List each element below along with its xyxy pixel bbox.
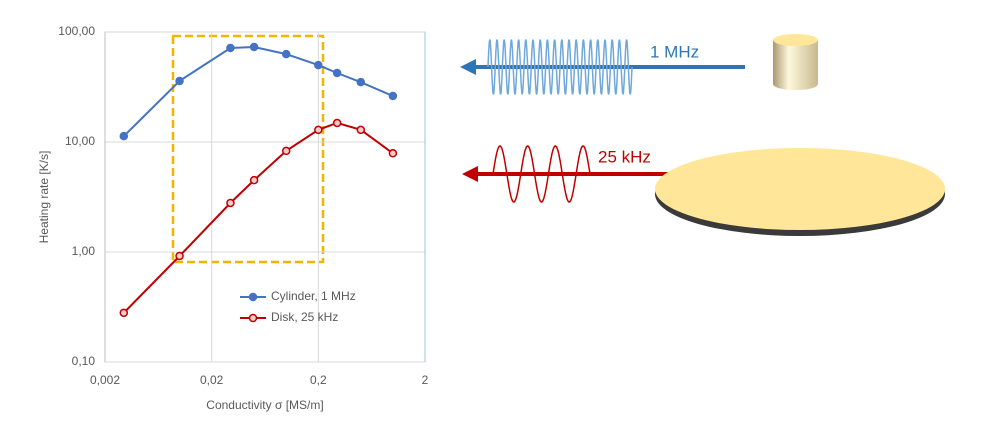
point xyxy=(281,49,291,59)
legend-marker xyxy=(248,313,258,323)
annotation: 1 MHz xyxy=(650,42,699,61)
point xyxy=(119,131,129,141)
point xyxy=(119,308,129,318)
y-tick-label: 100,00 xyxy=(58,24,95,38)
series-line xyxy=(123,121,394,314)
arrow-head xyxy=(462,166,478,182)
point xyxy=(226,43,235,53)
x-axis-label: Conductivity σ [MS/m] xyxy=(206,398,323,412)
x-tick-label: 0,002 xyxy=(90,373,120,387)
highlight-box xyxy=(171,34,325,264)
legend-label: Cylinder, 1 MHz xyxy=(271,289,356,303)
point xyxy=(388,149,398,158)
point xyxy=(226,198,235,208)
x-tick-label: 0,2 xyxy=(310,373,327,387)
point xyxy=(356,125,366,135)
point xyxy=(332,68,342,78)
x-tick-label: 2 xyxy=(422,373,429,387)
point xyxy=(249,42,259,52)
point xyxy=(314,125,323,135)
plot-frame xyxy=(104,31,426,363)
y-tick-label: 0,10 xyxy=(72,354,96,368)
point xyxy=(175,76,184,86)
series-line xyxy=(123,45,394,137)
point xyxy=(249,175,259,185)
arrow-head xyxy=(460,59,476,75)
y-axis-label: Heating rate [K/s] xyxy=(37,151,51,244)
point xyxy=(356,77,366,87)
wave xyxy=(492,145,591,203)
point xyxy=(332,118,342,128)
legend-marker xyxy=(248,292,258,302)
legend-label: Disk, 25 kHz xyxy=(271,310,338,324)
point xyxy=(388,91,398,101)
point xyxy=(281,146,291,156)
cylinder xyxy=(773,40,818,91)
x-tick-label: 0,02 xyxy=(200,373,224,387)
wave xyxy=(487,39,633,95)
point xyxy=(175,251,184,261)
y-tick-label: 10,00 xyxy=(65,134,95,148)
y-tick-label: 1,00 xyxy=(72,244,96,258)
cylinder-top xyxy=(773,34,818,46)
point xyxy=(314,60,323,70)
disk xyxy=(655,148,945,230)
annotation: 25 kHz xyxy=(598,147,651,166)
